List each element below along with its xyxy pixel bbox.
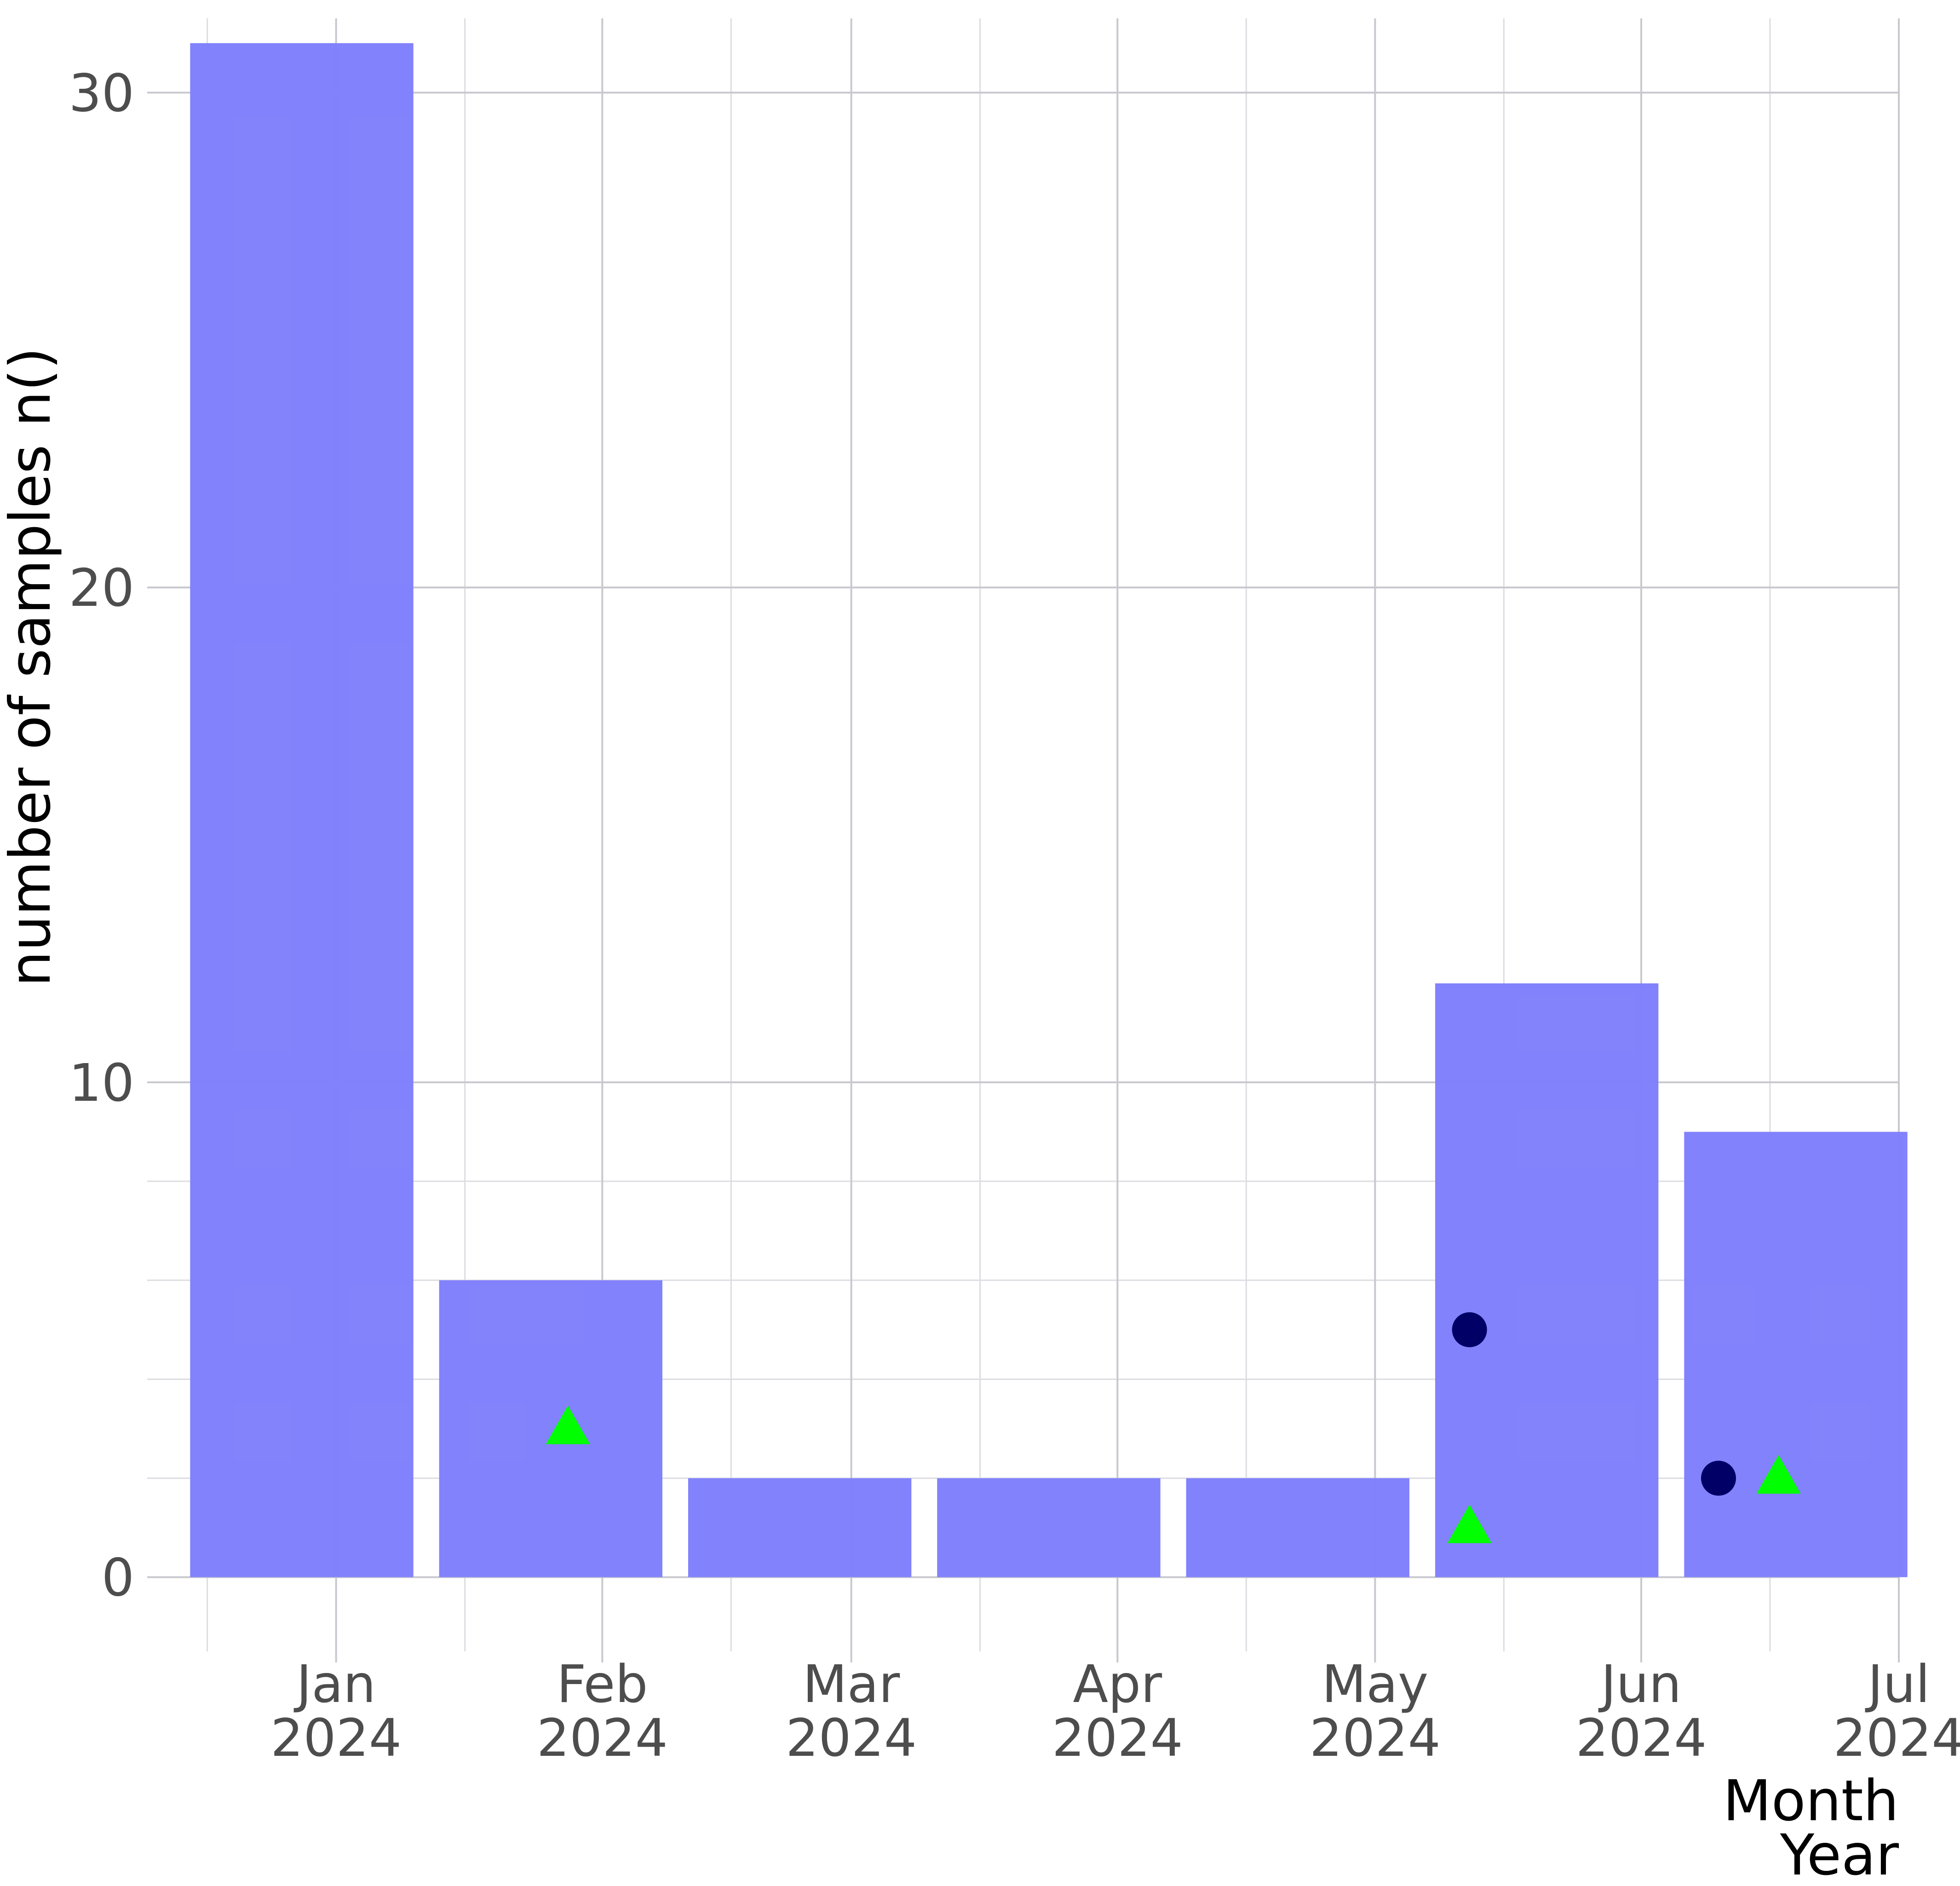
y-tick-labels: 0 10 20 30 xyxy=(69,63,134,1608)
x-tick-year: 2024 xyxy=(1310,1708,1441,1768)
x-tick-month: Apr xyxy=(1073,1655,1162,1714)
bar-4 xyxy=(1186,1478,1409,1577)
x-axis-ticks xyxy=(335,1651,1900,1662)
bar-2 xyxy=(688,1478,912,1577)
y-tick-label: 0 xyxy=(102,1548,134,1608)
bars xyxy=(190,43,1908,1577)
bar-5 xyxy=(1435,983,1659,1577)
bar-1 xyxy=(439,1280,662,1577)
x-tick-year: 2024 xyxy=(270,1708,402,1768)
x-tick-year: 2024 xyxy=(786,1708,917,1768)
x-tick-month: Jul xyxy=(1865,1655,1930,1714)
x-tick-month: May xyxy=(1322,1655,1429,1714)
circle-point-1 xyxy=(1701,1460,1736,1496)
x-axis-title-line: Month xyxy=(1723,1768,1899,1834)
y-tick-label: 30 xyxy=(69,63,134,123)
x-tick-month: Mar xyxy=(803,1655,900,1714)
y-tick-label: 20 xyxy=(69,558,134,618)
triangle-point-0 xyxy=(546,1405,590,1444)
triangle-point-1 xyxy=(1447,1504,1492,1543)
y-axis-title: number of samples n() xyxy=(0,347,63,987)
x-tick-labels: Jan2024Feb2024Mar2024Apr2024May2024Jun20… xyxy=(270,1655,1960,1768)
y-tick-label: 10 xyxy=(69,1053,134,1113)
x-tick-month: Jun xyxy=(1598,1655,1682,1714)
circle-point-0 xyxy=(1452,1312,1487,1347)
x-tick-year: 2024 xyxy=(1575,1708,1707,1768)
x-axis-title-line: Year xyxy=(1780,1823,1899,1886)
x-tick-year: 2024 xyxy=(1052,1708,1183,1768)
x-tick-month: Feb xyxy=(557,1655,648,1714)
points xyxy=(546,1312,1801,1543)
bar-3 xyxy=(937,1478,1161,1577)
x-tick-year: 2024 xyxy=(537,1708,668,1768)
x-tick-month: Jan xyxy=(293,1655,376,1714)
x-axis-title: Month Year xyxy=(1723,1768,1899,1886)
bar-6 xyxy=(1684,1132,1908,1577)
x-tick-year: 2024 xyxy=(1833,1708,1960,1768)
triangle-point-2 xyxy=(1756,1455,1801,1494)
bar-0 xyxy=(190,43,414,1577)
